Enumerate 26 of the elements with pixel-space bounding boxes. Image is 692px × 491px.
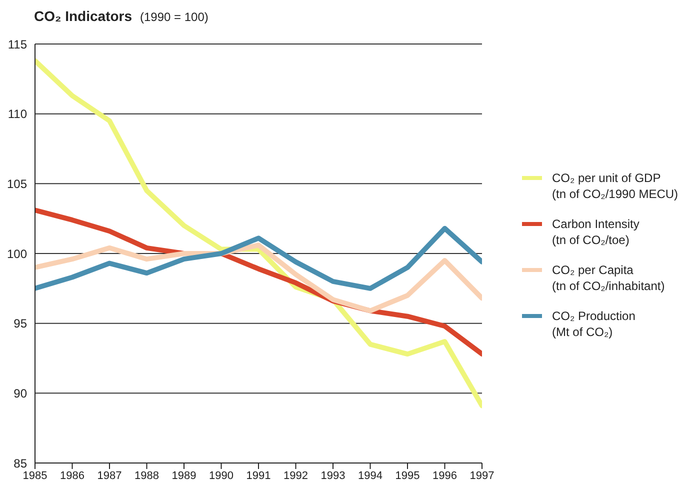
x-tick-label: 1997: [470, 470, 494, 482]
legend-label: Carbon Intensity (tn of CO₂/toe): [552, 216, 640, 248]
legend-label: CO₂ per unit of GDP (tn of CO₂/1990 MECU): [552, 170, 678, 202]
x-tick-label: 1985: [22, 470, 48, 482]
chart-title: CO₂ Indicators: [34, 8, 132, 24]
legend-label: CO₂ Production (Mt of CO₂): [552, 308, 636, 340]
x-tick-label: 1986: [60, 470, 84, 482]
x-tick-label: 1987: [97, 470, 122, 482]
x-tick-label: 1995: [395, 470, 420, 482]
x-tick-label: 1988: [134, 470, 159, 482]
legend-label: CO₂ per Capita (tn of CO₂/inhabitant): [552, 262, 665, 294]
y-tick-label: 85: [14, 456, 28, 470]
y-tick-label: 95: [14, 316, 28, 331]
chart-subtitle: (1990 = 100): [140, 10, 208, 24]
x-tick-label: 1991: [246, 470, 271, 482]
y-tick-label: 100: [6, 246, 28, 261]
x-tick-label: 1989: [172, 470, 196, 482]
x-tick-label: 1990: [209, 470, 234, 482]
x-tick-label: 1994: [358, 470, 382, 482]
y-tick-label: 110: [8, 107, 28, 122]
x-tick-label: 1992: [284, 470, 308, 482]
x-tick-label: 1993: [320, 470, 346, 482]
y-tick-label: 90: [14, 386, 28, 400]
y-tick-label: 105: [6, 176, 28, 191]
x-tick-label: 1996: [432, 470, 457, 482]
y-tick-label: 115: [8, 37, 28, 52]
